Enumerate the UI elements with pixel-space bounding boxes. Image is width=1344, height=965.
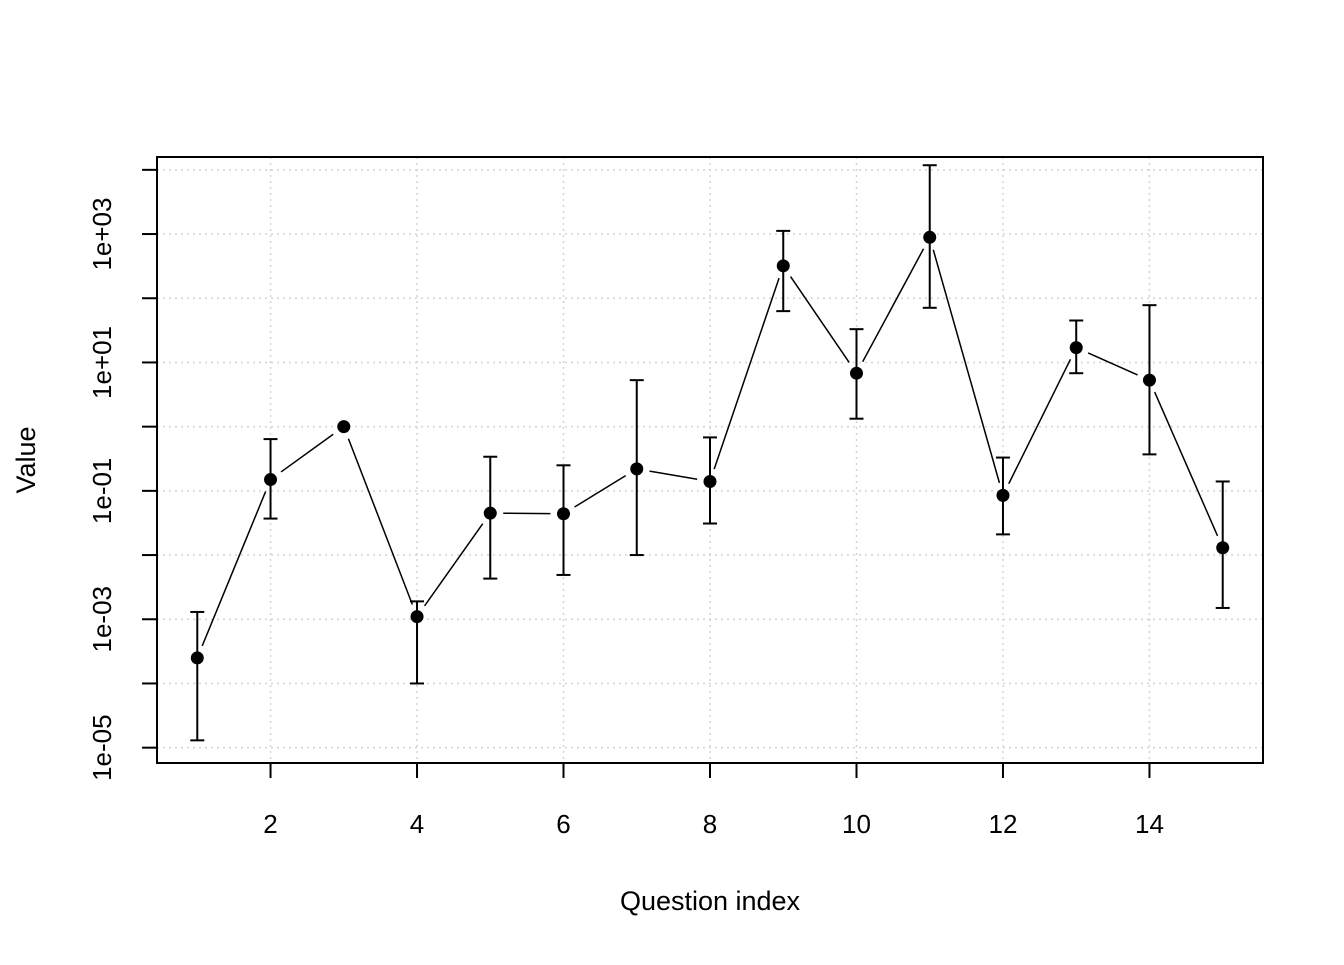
x-tick-label: 10 <box>842 809 871 839</box>
x-tick-label: 14 <box>1135 809 1164 839</box>
y-tick-label: 1e+01 <box>87 326 117 399</box>
x-tick-label: 2 <box>263 809 277 839</box>
connector-line <box>1009 359 1071 483</box>
x-axis-title: Question index <box>620 886 801 916</box>
data-point <box>850 367 863 380</box>
data-point <box>996 489 1009 502</box>
connector-line <box>714 278 779 469</box>
data-point <box>777 259 790 272</box>
x-tick-label: 12 <box>989 809 1018 839</box>
connector-line <box>791 277 850 363</box>
x-tick-label: 8 <box>703 809 717 839</box>
data-point <box>1070 341 1083 354</box>
connector-line <box>1155 392 1218 536</box>
y-tick-label: 1e-05 <box>87 714 117 781</box>
connector-line <box>863 249 924 362</box>
connector-line <box>281 434 333 472</box>
connector-line <box>1088 353 1137 375</box>
y-axis-title: Value <box>11 426 41 493</box>
data-point <box>704 475 717 488</box>
data-point <box>1143 374 1156 387</box>
data-point <box>557 507 570 520</box>
data-point <box>264 473 277 486</box>
data-point <box>411 610 424 623</box>
y-tick-label: 1e-01 <box>87 458 117 524</box>
x-tick-label: 4 <box>410 809 424 839</box>
connector-line <box>650 471 698 479</box>
y-tick-label: 1e-03 <box>87 586 117 653</box>
data-point <box>337 420 350 433</box>
data-point <box>1216 541 1229 554</box>
data-point <box>630 462 643 475</box>
connector-line <box>575 476 626 507</box>
connector-line <box>425 524 483 606</box>
data-point <box>191 651 204 664</box>
connector-line <box>348 439 412 605</box>
data-point <box>484 507 497 520</box>
y-tick-label: 1e+03 <box>87 198 117 271</box>
connector-line <box>202 492 265 646</box>
series-layer <box>190 165 1229 740</box>
x-tick-label: 6 <box>556 809 570 839</box>
data-point <box>923 231 936 244</box>
connector-line <box>933 250 999 483</box>
